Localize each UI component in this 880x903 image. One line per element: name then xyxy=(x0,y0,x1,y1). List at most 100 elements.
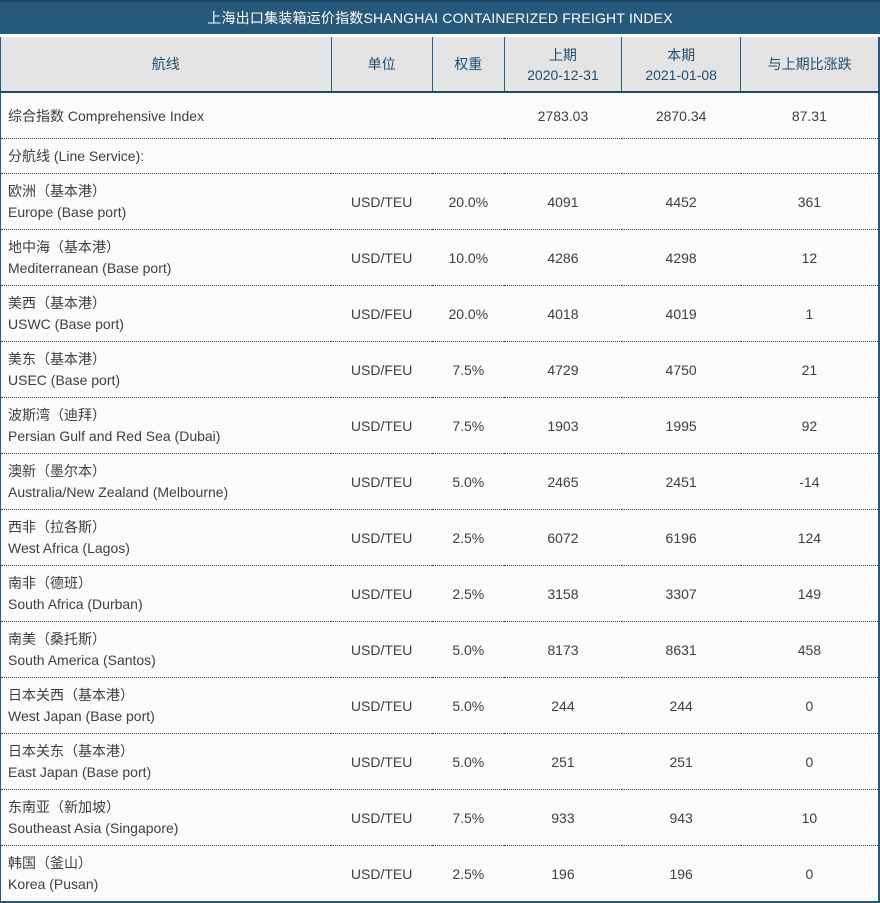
route-name-en: West Africa (Lagos) xyxy=(8,539,130,556)
route-row-west-japan: 日本关西（基本港） West Japan (Base port) USD/TEU… xyxy=(0,677,879,734)
route-name-cell: 美西（基本港） USWC (Base port) xyxy=(0,285,332,342)
prev-value-cell: 1903 xyxy=(504,397,622,454)
route-row-east-japan: 日本关东（基本港） East Japan (Base port) USD/TEU… xyxy=(0,733,879,790)
route-name-zh: 西非（拉各斯） xyxy=(8,518,106,535)
unit-cell: USD/TEU xyxy=(331,229,433,286)
unit-cell: USD/TEU xyxy=(331,789,433,846)
route-name-zh: 欧洲（基本港） xyxy=(8,182,106,199)
change-value-cell: 10 xyxy=(740,789,879,846)
prev-value-cell: 196 xyxy=(504,845,622,903)
route-row-persian-gulf: 波斯湾（迪拜） Persian Gulf and Red Sea (Dubai)… xyxy=(0,397,879,454)
route-name-zh: 韩国（釜山） xyxy=(8,854,92,871)
route-name-cell: 澳新（墨尔本） Australia/New Zealand (Melbourne… xyxy=(0,453,332,510)
route-name-zh: 波斯湾（迪拜） xyxy=(8,406,106,423)
route-name-cell: 日本关西（基本港） West Japan (Base port) xyxy=(0,677,332,734)
route-row-europe: 欧洲（基本港） Europe (Base port) USD/TEU 20.0%… xyxy=(0,173,879,230)
route-name-cell: 综合指数 Comprehensive Index xyxy=(0,92,332,139)
weight-cell: 2.5% xyxy=(432,509,505,566)
route-name-zh: 东南亚（新加坡） xyxy=(8,798,120,815)
unit-cell: USD/TEU xyxy=(331,845,433,903)
prev-value-cell: 8173 xyxy=(504,621,622,678)
route-name-cell: 南非（德班） South Africa (Durban) xyxy=(0,565,332,622)
route-name-zh: 南美（桑托斯） xyxy=(8,630,106,647)
route-name-en: USWC (Base port) xyxy=(8,315,124,332)
change-value-cell: 0 xyxy=(740,733,879,790)
prev-value-cell: 4091 xyxy=(504,173,622,230)
curr-value-cell: 244 xyxy=(621,677,741,734)
curr-value-cell: 2451 xyxy=(621,453,741,510)
route-name-cell: 欧洲（基本港） Europe (Base port) xyxy=(0,173,332,230)
route-row-south-africa: 南非（德班） South Africa (Durban) USD/TEU 2.5… xyxy=(0,565,879,622)
route-name-cell: 美东（基本港） USEC (Base port) xyxy=(0,341,332,398)
route-name-zh: 南非（德班） xyxy=(8,574,92,591)
route-name-zh: 美西（基本港） xyxy=(8,294,106,311)
curr-value-cell: 8631 xyxy=(621,621,741,678)
col-header-current: 本期 2021-01-08 xyxy=(621,37,741,93)
comprehensive-index-row: 综合指数 Comprehensive Index 2783.03 2870.34… xyxy=(0,92,879,139)
col-header-previous-label: 上期 xyxy=(548,47,577,63)
unit-cell: USD/TEU xyxy=(331,733,433,790)
change-value-cell: 92 xyxy=(740,397,879,454)
route-row-usec: 美东（基本港） USEC (Base port) USD/FEU 7.5% 47… xyxy=(0,341,879,398)
table-header: 航线 单位 权重 上期 2020-12-31 本期 2021-01-08 与上期… xyxy=(0,37,879,93)
route-row-australia-nz: 澳新（墨尔本） Australia/New Zealand (Melbourne… xyxy=(0,453,879,510)
change-value-cell: 1 xyxy=(740,285,879,342)
curr-value-cell: 3307 xyxy=(621,565,741,622)
curr-value-cell: 196 xyxy=(621,845,741,903)
route-row-west-africa: 西非（拉各斯） West Africa (Lagos) USD/TEU 2.5%… xyxy=(0,509,879,566)
section-label: 分航线 (Line Service): xyxy=(0,138,879,174)
route-name-zh: 澳新（墨尔本） xyxy=(8,462,106,479)
line-service-section-row: 分航线 (Line Service): xyxy=(0,138,879,174)
weight-cell: 2.5% xyxy=(432,565,505,622)
route-name-en: West Japan (Base port) xyxy=(8,707,155,724)
route-name-zh: 日本关东（基本港） xyxy=(8,742,134,759)
prev-value-cell: 933 xyxy=(504,789,622,846)
col-header-weight: 权重 xyxy=(431,37,505,93)
route-name-en: Australia/New Zealand (Melbourne) xyxy=(8,483,229,500)
weight-cell xyxy=(432,92,505,139)
change-value-cell: 124 xyxy=(740,509,879,566)
prev-value-cell: 4018 xyxy=(504,285,622,342)
unit-cell: USD/TEU xyxy=(331,509,433,566)
col-header-route: 航线 xyxy=(0,37,332,93)
change-value-cell: 0 xyxy=(740,845,879,903)
col-header-change: 与上期比涨跌 xyxy=(740,37,879,93)
change-value-cell: 149 xyxy=(740,565,879,622)
prev-value-cell: 244 xyxy=(504,677,622,734)
curr-value-cell: 1995 xyxy=(621,397,741,454)
route-name-cell: 地中海（基本港） Mediterranean (Base port) xyxy=(0,229,332,286)
change-value-cell: 458 xyxy=(740,621,879,678)
curr-value-cell: 251 xyxy=(621,733,741,790)
unit-cell: USD/TEU xyxy=(331,173,433,230)
prev-value-cell: 3158 xyxy=(504,565,622,622)
route-name-cell: 东南亚（新加坡） Southeast Asia (Singapore) xyxy=(0,789,332,846)
weight-cell: 7.5% xyxy=(432,341,505,398)
unit-cell: USD/FEU xyxy=(331,341,433,398)
curr-value-cell: 4298 xyxy=(621,229,741,286)
route-name-zh: 地中海（基本港） xyxy=(8,238,120,255)
weight-cell: 20.0% xyxy=(432,173,505,230)
route-name-cell: 波斯湾（迪拜） Persian Gulf and Red Sea (Dubai) xyxy=(0,397,332,454)
unit-cell xyxy=(331,92,433,139)
route-name-en: Europe (Base port) xyxy=(8,203,127,220)
col-header-current-label: 本期 xyxy=(667,47,696,63)
change-value-cell: 21 xyxy=(740,341,879,398)
change-value-cell: 0 xyxy=(740,677,879,734)
weight-cell: 5.0% xyxy=(432,621,505,678)
table-title: 上海出口集装箱运价指数SHANGHAI CONTAINERIZED FREIGH… xyxy=(0,0,880,34)
curr-value-cell: 6196 xyxy=(621,509,741,566)
route-row-uswc: 美西（基本港） USWC (Base port) USD/FEU 20.0% 4… xyxy=(0,285,879,342)
route-name-cell: 日本关东（基本港） East Japan (Base port) xyxy=(0,733,332,790)
route-name-cell: 韩国（釜山） Korea (Pusan) xyxy=(0,845,332,903)
route-row-south-america: 南美（桑托斯） South America (Santos) USD/TEU 5… xyxy=(0,621,879,678)
prev-value-cell: 251 xyxy=(504,733,622,790)
col-header-previous: 上期 2020-12-31 xyxy=(503,37,622,93)
prev-value-cell: 2783.03 xyxy=(504,92,622,139)
weight-cell: 10.0% xyxy=(432,229,505,286)
route-row-mediterranean: 地中海（基本港） Mediterranean (Base port) USD/T… xyxy=(0,229,879,286)
col-header-unit: 单位 xyxy=(330,37,433,93)
col-header-current-date: 2021-01-08 xyxy=(645,67,717,83)
route-name-cell: 南美（桑托斯） South America (Santos) xyxy=(0,621,332,678)
unit-cell: USD/TEU xyxy=(331,397,433,454)
